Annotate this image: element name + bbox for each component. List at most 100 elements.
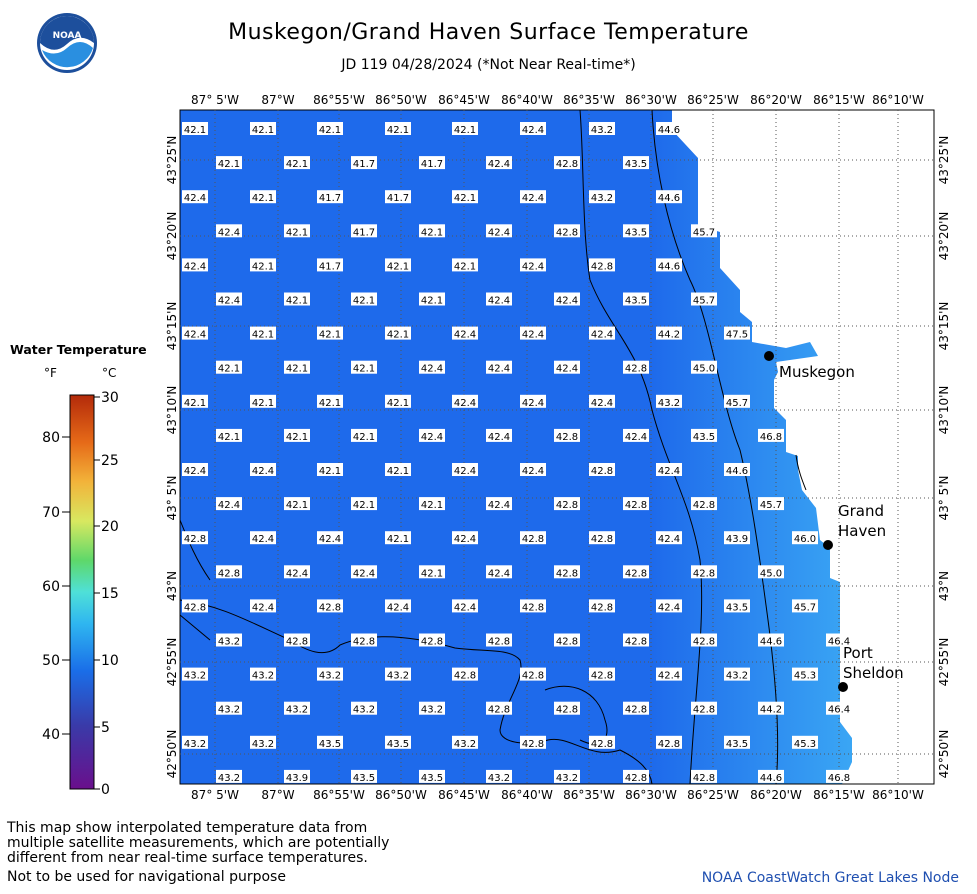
- temp-label-bg: [486, 360, 512, 374]
- temp-label-bg: [554, 156, 580, 170]
- temp-label: 43.2: [658, 398, 680, 409]
- temp-label: 42.4: [488, 432, 510, 443]
- credit-text: NOAA CoastWatch Great Lakes Node: [701, 870, 959, 886]
- lon-label: 86°50'W: [375, 788, 427, 802]
- temp-label: 42.8: [591, 466, 613, 477]
- temp-label-bg: [691, 565, 717, 579]
- temp-label-bg: [758, 428, 784, 442]
- temp-label: 42.4: [625, 432, 647, 443]
- temp-label-bg: [216, 156, 242, 170]
- lat-label: 43°10'N: [937, 386, 951, 435]
- temp-label: 42.8: [625, 568, 647, 579]
- temp-label-bg: [385, 667, 411, 681]
- temp-label: 43.2: [488, 773, 510, 784]
- lat-labels-left: 43°25'N 43°20'N 43°15'N 43°10'N 43° 5'N 43°N 4…: [165, 136, 179, 779]
- temp-label: 45.0: [760, 568, 782, 579]
- temp-label-bg: [758, 701, 784, 715]
- temp-label: 42.1: [387, 125, 409, 136]
- temp-label: 42.4: [319, 534, 341, 545]
- temp-label-bg: [182, 394, 208, 408]
- temp-label-bg: [589, 258, 615, 272]
- temp-label-bg: [758, 497, 784, 511]
- nearshore-warm-water: [652, 110, 852, 784]
- temp-label: 42.1: [252, 193, 274, 204]
- temp-label-bg: [385, 190, 411, 204]
- lon-label: 86°45'W: [438, 93, 490, 107]
- lon-label: 87°W: [261, 788, 294, 802]
- temp-label-bg: [486, 497, 512, 511]
- lon-label: 86°25'W: [687, 788, 739, 802]
- temp-label-bg: [182, 258, 208, 272]
- lon-label: 86°20'W: [750, 93, 802, 107]
- temp-label: 42.1: [421, 500, 443, 511]
- lon-label: 86°40'W: [501, 93, 553, 107]
- temp-label: 42.4: [286, 568, 308, 579]
- temp-label: 42.4: [488, 568, 510, 579]
- temp-label: 42.4: [556, 296, 578, 307]
- temp-label-bg: [452, 463, 478, 476]
- temp-label-bg: [250, 667, 276, 681]
- temp-label: 43.5: [387, 739, 409, 750]
- temp-label: 45.7: [760, 500, 782, 511]
- temp-label-bg: [317, 531, 343, 545]
- lat-label: 43°20'N: [937, 212, 951, 261]
- temp-label-bg: [554, 565, 580, 579]
- temp-label-bg: [691, 360, 717, 374]
- temp-label: 42.1: [252, 125, 274, 136]
- temp-label-bg: [589, 394, 615, 408]
- temp-label-bg: [486, 428, 512, 442]
- temp-label: 42.4: [218, 500, 240, 511]
- temp-label-bg: [317, 667, 343, 681]
- lat-label: 42°50'N: [937, 730, 951, 779]
- temp-label-bg: [385, 735, 411, 749]
- temp-label-bg: [452, 394, 478, 408]
- temp-label-bg: [250, 463, 276, 476]
- navigation-warning: Not to be used for navigational purpose: [7, 869, 286, 885]
- temp-label: 42.1: [454, 125, 476, 136]
- temp-label: 43.9: [286, 773, 308, 784]
- lon-label: 86°20'W: [750, 788, 802, 802]
- temp-label: 42.8: [184, 602, 206, 613]
- temp-label: 43.2: [387, 671, 409, 682]
- temp-label: 42.1: [252, 261, 274, 272]
- temp-label: 42.8: [556, 227, 578, 238]
- temp-label: 42.1: [353, 364, 375, 375]
- temp-label: 45.7: [726, 398, 748, 409]
- temp-label: 42.4: [658, 466, 680, 477]
- temp-label-bg: [317, 258, 343, 272]
- temp-label: 46.8: [760, 432, 782, 443]
- temp-label: 42.4: [454, 602, 476, 613]
- temp-label: 43.2: [184, 739, 206, 750]
- temp-label-bg: [656, 394, 682, 408]
- lat-label: 42°50'N: [165, 730, 179, 779]
- temp-label: 42.4: [488, 364, 510, 375]
- temp-label: 42.8: [556, 159, 578, 170]
- map-title: Muskegon/Grand Haven Surface Temperature: [228, 20, 749, 45]
- temp-label: 43.5: [625, 159, 647, 170]
- temp-label: 42.1: [252, 330, 274, 341]
- temp-label: 42.4: [218, 296, 240, 307]
- legend-f-tick: 80: [42, 430, 60, 446]
- temp-label-bg: [452, 531, 478, 545]
- lat-label: 43° 5'N: [165, 476, 179, 521]
- temp-label: 42.4: [353, 568, 375, 579]
- temp-label: 42.8: [625, 364, 647, 375]
- temp-label-bg: [486, 633, 512, 647]
- temp-label-bg: [623, 565, 649, 579]
- temp-label-bg: [623, 633, 649, 647]
- temp-label-bg: [724, 326, 750, 340]
- temp-label-bg: [385, 531, 411, 545]
- temp-label-bg: [656, 735, 682, 749]
- legend-c-tick: 15: [101, 586, 119, 602]
- temp-label: 41.7: [421, 159, 443, 170]
- temp-label: 42.4: [454, 398, 476, 409]
- temp-label-bg: [724, 463, 750, 476]
- temp-label: 41.7: [319, 261, 341, 272]
- lon-label: 87°W: [261, 93, 294, 107]
- temp-label-bg: [419, 428, 445, 442]
- temp-label: 42.4: [421, 364, 443, 375]
- temp-label: 42.8: [488, 637, 510, 648]
- temp-label: 43.5: [625, 296, 647, 307]
- lon-label: 86°55'W: [313, 93, 365, 107]
- temp-label: 44.2: [760, 705, 782, 716]
